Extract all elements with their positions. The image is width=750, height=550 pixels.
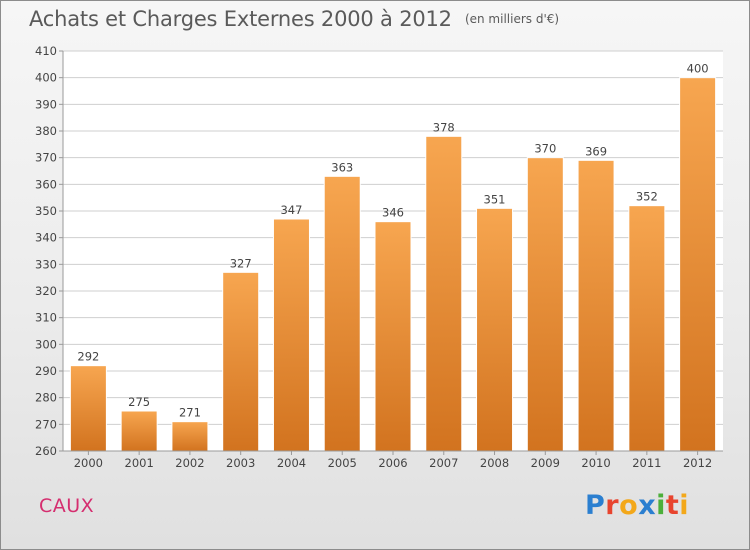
x-tick-label: 2010 <box>581 456 610 470</box>
y-tick-label: 270 <box>35 417 57 431</box>
data-label: 363 <box>331 160 353 174</box>
data-label: 370 <box>534 142 556 156</box>
x-tick-label: 2005 <box>328 456 357 470</box>
x-tick-label: 2006 <box>378 456 407 470</box>
data-label: 369 <box>585 144 607 158</box>
logo-letter: i <box>656 490 666 521</box>
bar <box>120 410 158 452</box>
x-tick-label: 2003 <box>226 456 255 470</box>
y-tick-label: 340 <box>35 231 57 245</box>
logo-letter: o <box>619 490 639 521</box>
bar <box>679 77 717 452</box>
bar <box>323 175 361 452</box>
logo-letter: P <box>585 490 606 521</box>
data-label: 346 <box>382 206 404 220</box>
y-tick-label: 400 <box>35 71 57 85</box>
y-tick-label: 390 <box>35 97 57 111</box>
bar <box>171 421 209 452</box>
proxiti-logo[interactable]: Proxiti <box>585 490 689 521</box>
bar <box>374 221 412 452</box>
chart-subtitle: (en milliers d'€) <box>464 12 560 26</box>
data-label: 351 <box>484 192 506 206</box>
place-name: CAUX <box>39 495 95 517</box>
y-tick-label: 350 <box>35 204 57 218</box>
bar <box>628 205 666 452</box>
x-tick-label: 2012 <box>683 456 712 470</box>
data-label: 378 <box>433 120 455 134</box>
logo-letter: x <box>638 490 657 521</box>
y-tick-label: 370 <box>35 151 57 165</box>
y-tick-label: 410 <box>35 44 57 58</box>
x-tick-label: 2002 <box>175 456 204 470</box>
data-label: 271 <box>179 406 201 420</box>
y-tick-label: 260 <box>35 444 57 458</box>
x-tick-label: 2001 <box>125 456 154 470</box>
y-tick-label: 300 <box>35 337 57 351</box>
bar <box>222 271 260 452</box>
bar <box>577 159 615 452</box>
data-label: 327 <box>230 256 252 270</box>
y-tick-label: 380 <box>35 124 57 138</box>
x-tick-label: 2008 <box>480 456 509 470</box>
bar <box>425 135 463 452</box>
data-label: 347 <box>280 203 302 217</box>
y-tick-label: 320 <box>35 284 57 298</box>
data-label: 352 <box>636 190 658 204</box>
bar <box>526 157 564 452</box>
x-tick-label: 2004 <box>277 456 306 470</box>
x-tick-label: 2009 <box>531 456 560 470</box>
logo-letter: r <box>605 490 620 521</box>
logo-letter: i <box>679 490 690 521</box>
x-tick-label: 2007 <box>429 456 458 470</box>
chart-title: Achats et Charges Externes 2000 à 2012 <box>29 7 452 31</box>
y-tick-label: 310 <box>35 311 57 325</box>
x-tick-label: 2000 <box>74 456 103 470</box>
chart-title-row: Achats et Charges Externes 2000 à 2012 (… <box>29 7 559 31</box>
data-label: 292 <box>77 350 99 364</box>
bar <box>272 218 310 452</box>
bar <box>476 207 514 452</box>
y-tick-label: 330 <box>35 257 57 271</box>
bar <box>69 365 107 452</box>
x-tick-label: 2011 <box>632 456 661 470</box>
y-tick-label: 280 <box>35 391 57 405</box>
y-tick-label: 360 <box>35 177 57 191</box>
data-label: 275 <box>128 395 150 409</box>
logo-letter: t <box>665 490 680 521</box>
y-tick-label: 290 <box>35 364 57 378</box>
data-label: 400 <box>687 62 709 76</box>
